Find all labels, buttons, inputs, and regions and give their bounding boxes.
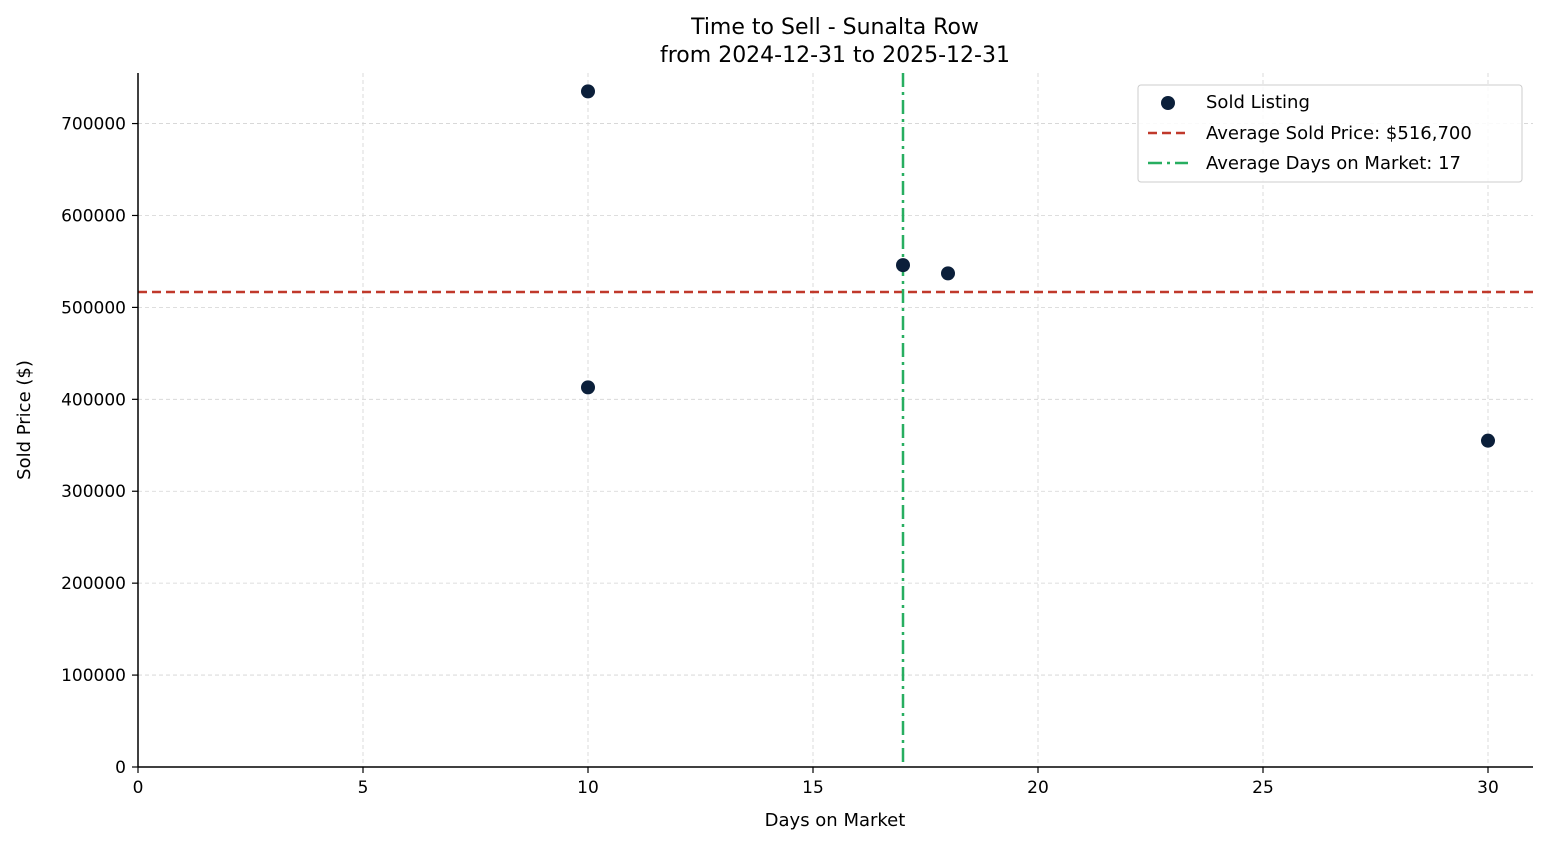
legend-label-avg-price: Average Sold Price: $516,700 <box>1206 123 1472 144</box>
y-tick-label: 400000 <box>61 390 126 410</box>
y-tick-label: 100000 <box>61 666 126 686</box>
x-tick-label: 30 <box>1477 778 1499 798</box>
data-points <box>581 84 1495 448</box>
y-tick-label: 300000 <box>61 482 126 502</box>
x-tick-label: 20 <box>1027 778 1049 798</box>
x-axis-label: Days on Market <box>765 810 906 831</box>
sold-listing-point <box>1481 433 1495 448</box>
x-tick-label: 5 <box>358 778 369 798</box>
y-ticks: 0 100000 200000 300000 400000 500000 600000 700… <box>61 115 138 778</box>
chart-subtitle: from 2024-12-31 to 2025-12-31 <box>660 43 1010 68</box>
axes <box>137 73 1533 768</box>
x-tick-label: 15 <box>802 778 824 798</box>
y-tick-label: 200000 <box>61 574 126 594</box>
y-tick-label: 700000 <box>61 115 126 135</box>
sold-listing-point <box>941 266 955 281</box>
chart-title: Time to Sell - Sunalta Row <box>690 15 979 40</box>
y-tick-label: 500000 <box>61 298 126 318</box>
x-tick-label: 0 <box>133 778 144 798</box>
legend-label-avg-days: Average Days on Market: 17 <box>1206 153 1461 174</box>
sold-listing-point <box>896 258 910 273</box>
reference-lines <box>138 73 1533 767</box>
legend-marker-sold-listing <box>1161 96 1175 110</box>
y-axis-label: Sold Price ($) <box>14 360 35 480</box>
sold-listing-point <box>581 84 595 99</box>
legend: Sold Listing Average Sold Price: $516,70… <box>1137 84 1523 183</box>
legend-label-sold-listing: Sold Listing <box>1206 92 1310 113</box>
legend-box <box>1137 84 1523 183</box>
x-tick-label: 25 <box>1252 778 1274 798</box>
y-tick-label: 0 <box>115 758 126 778</box>
sold-listing-point <box>581 380 595 395</box>
y-tick-label: 600000 <box>61 206 126 226</box>
x-tick-label: 10 <box>577 778 599 798</box>
x-ticks: 0 5 10 15 20 25 30 <box>133 767 1499 798</box>
